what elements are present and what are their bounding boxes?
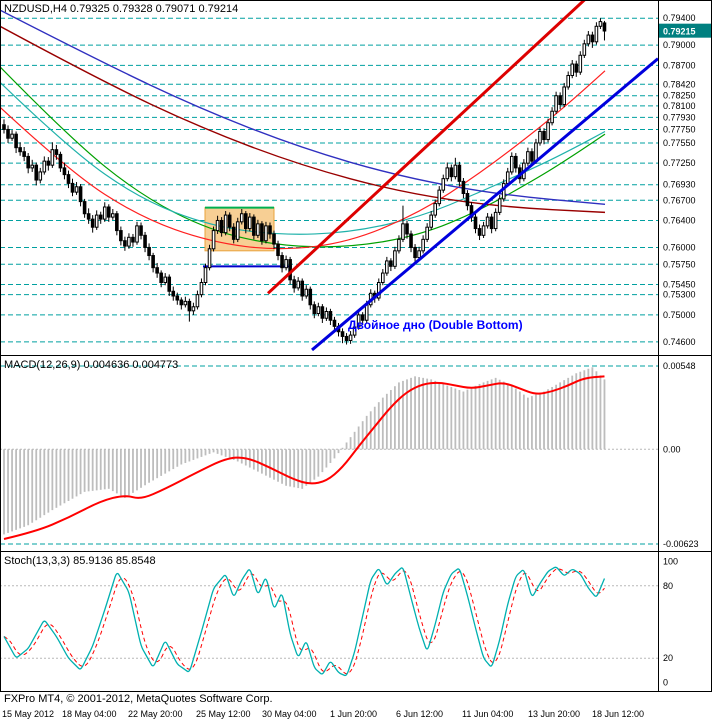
time-tick-label: 1 Jun 20:00 — [330, 709, 378, 719]
macd-scale-label: 0.00548 — [663, 361, 696, 371]
current-price-box — [659, 23, 711, 38]
time-axis[interactable]: 15 May 2012 18 May 04:00 22 May 20:00 25 Ma… — [0, 709, 712, 723]
price-tick-label: 0.78700 — [663, 60, 696, 70]
time-tick-label: 13 Jun 20:00 — [528, 709, 581, 719]
macd-scale-label: 0.00 — [663, 444, 681, 454]
current-price-label: 0.79215 — [663, 27, 696, 37]
stoch-main-line — [3, 566, 606, 677]
time-tick-label: 25 May 12:00 — [196, 709, 251, 719]
macd-signal-line — [3, 375, 605, 540]
time-tick-label: 22 May 20:00 — [128, 709, 183, 719]
price-tick-label: 0.77250 — [663, 158, 696, 168]
macd-scale-label: -0.00623 — [663, 539, 699, 549]
stoch-scale-label: 80 — [663, 581, 673, 591]
price-tick-label: 0.75750 — [663, 259, 696, 269]
macd-axis[interactable]: 0.00548 0.00 -0.00623 — [663, 361, 699, 549]
price-axis[interactable]: 0.79400 0.79000 0.78700 0.78420 0.782500.781… — [659, 13, 711, 347]
price-tick-label: 0.79400 — [663, 13, 696, 23]
time-tick-label: 15 May 2012 — [2, 709, 55, 719]
price-tick-label: 0.76000 — [663, 242, 696, 252]
candles[interactable] — [2, 18, 607, 345]
ma-maroon[interactable] — [0, 25, 606, 214]
price-tick-label: 0.78420 — [663, 79, 696, 89]
time-tick-label: 18 Jun 12:00 — [592, 709, 645, 719]
stochastic-indicator-chart[interactable]: 100 80 20 0 — [0, 552, 712, 692]
price-tick-label: 0.75450 — [663, 280, 696, 290]
price-tick-label: 0.78100 — [663, 101, 696, 111]
price-tick-label: 0.76700 — [663, 195, 696, 205]
price-tick-label: 0.77930 — [663, 112, 696, 122]
price-tick-label: 0.76930 — [663, 180, 696, 190]
uptrend-line-blue[interactable] — [311, 57, 659, 352]
price-tick-label: 0.77750 — [663, 124, 696, 134]
price-tick-label: 0.75000 — [663, 310, 696, 320]
price-tick-label: 0.77550 — [663, 138, 696, 148]
ma-red[interactable] — [0, 70, 606, 250]
time-tick-label: 30 May 04:00 — [262, 709, 317, 719]
stoch-scale-label: 20 — [663, 653, 673, 663]
stoch-signal-line — [3, 568, 605, 675]
price-level-lines[interactable] — [0, 17, 658, 343]
price-chart[interactable]: 0.79400 0.79000 0.78700 0.78420 0.782500.781… — [0, 0, 712, 356]
price-tick-label: 0.74600 — [663, 337, 696, 347]
price-tick-label: 0.76400 — [663, 215, 696, 225]
uptrend-line-red[interactable] — [266, 0, 588, 295]
price-tick-label: 0.78250 — [663, 91, 696, 101]
macd-indicator-chart[interactable]: 0.00548 0.00 -0.00623 — [0, 356, 712, 552]
stoch-scale-label: 0 — [663, 677, 668, 687]
stoch-scale-label: 100 — [663, 557, 678, 567]
price-tick-label: 0.75300 — [663, 290, 696, 300]
ma-navy[interactable] — [0, 9, 606, 205]
time-tick-label: 6 Jun 12:00 — [396, 709, 444, 719]
time-tick-label: 18 May 04:00 — [62, 709, 117, 719]
ma-green[interactable] — [0, 66, 606, 248]
price-tick-label: 0.79000 — [663, 40, 696, 50]
stoch-axis[interactable]: 100 80 20 0 — [663, 557, 678, 688]
copyright-text: FXPro MT4, © 2001-2012, MetaQuotes Softw… — [4, 693, 273, 705]
macd-histogram — [3, 367, 606, 535]
time-tick-label: 11 Jun 04:00 — [462, 709, 514, 719]
